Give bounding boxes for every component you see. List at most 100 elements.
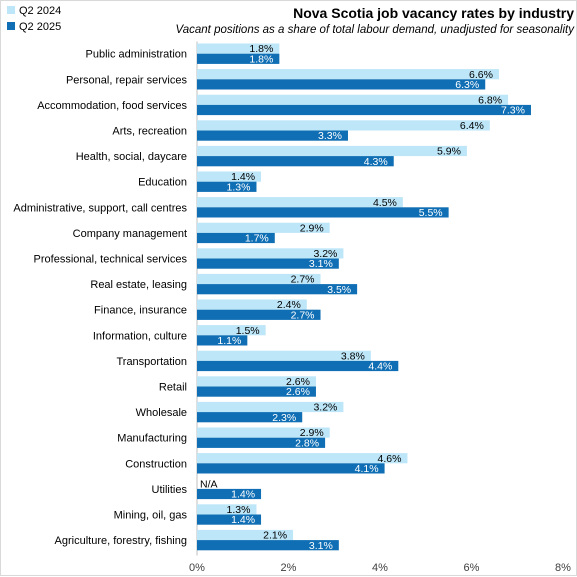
x-tick-label: 2% [281, 562, 297, 574]
data-label-q2-2025: 1.4% [231, 489, 255, 501]
category-accommodation-food-services: Accommodation, food services 6.8%7.3% [37, 94, 531, 117]
category-transportation: Transportation 3.8%4.4% [116, 350, 399, 373]
category-mining-oil-gas: Mining, oil, gas 1.3%1.4% [114, 504, 262, 526]
category-label: Information, culture [93, 330, 187, 342]
category-label: Construction [125, 458, 187, 470]
legend: Q2 2024 Q2 2025 [7, 5, 61, 33]
category-label: Accommodation, food services [37, 100, 187, 112]
bar-q2-2025 [197, 412, 303, 423]
data-label-q2-2025: 2.3% [272, 412, 296, 424]
legend-swatch-q2-2025 [7, 22, 15, 30]
bar-q2-2024 [197, 350, 371, 361]
bars-group: Public administration 1.8%1.8% Personal, r… [13, 43, 531, 552]
data-label-q2-2025: 2.8% [295, 437, 319, 449]
data-label-q2-2025: 1.4% [231, 514, 255, 526]
category-information-culture: Information, culture 1.5%1.1% [93, 325, 266, 347]
bar-q2-2025 [197, 335, 248, 346]
chart-subtitle: Vacant positions as a share of total lab… [176, 24, 576, 36]
category-label: Professional, technical services [34, 254, 188, 266]
data-label-q2-2024: 4.5% [373, 197, 397, 209]
category-label: Retail [159, 382, 187, 394]
data-label-q2-2024: 6.6% [469, 69, 493, 81]
category-label: Administrative, support, call centres [13, 202, 187, 214]
data-label-q2-2025: 1.7% [245, 233, 269, 245]
chart-title: Nova Scotia job vacancy rates by industr… [293, 5, 574, 21]
x-tick-label: 0% [189, 562, 205, 574]
legend-label-q2-2024: Q2 2024 [19, 5, 61, 17]
bar-q2-2025 [197, 386, 316, 397]
data-label-q2-2024: 6.4% [460, 120, 484, 132]
bar-q2-2024 [197, 197, 403, 208]
bar-q2-2024 [197, 171, 262, 182]
bar-q2-2024 [197, 145, 467, 157]
data-label-q2-2025: 4.1% [355, 463, 379, 475]
data-label-q2-2025: 3.3% [318, 130, 342, 142]
category-label: Real estate, leasing [90, 279, 187, 291]
category-real-estate-leasing: Real estate, leasing 2.7% 3.5% [90, 273, 358, 296]
category-label: Mining, oil, gas [114, 510, 188, 522]
data-label-q2-2024: 3.2% [313, 402, 337, 414]
legend-swatch-q2-2024 [7, 6, 15, 14]
bar-q2-2024 [197, 401, 344, 413]
category-manufacturing: Manufacturing 2.9%2.8% [117, 427, 330, 449]
bar-q2-2025 [197, 309, 321, 320]
bar-q2-2024 [197, 94, 509, 105]
bar-q2-2025 [197, 79, 486, 90]
data-label-q2-2025: 1.3% [227, 181, 251, 193]
data-label-q2-2025: 6.3% [455, 79, 479, 91]
category-public-administration: Public administration 1.8%1.8% [86, 43, 280, 65]
category-health-social-daycare: Health, social, daycare 5.9% 4.3% [76, 146, 467, 168]
category-label: Utilities [152, 484, 188, 496]
category-label: Education [138, 177, 187, 189]
data-label-q2-2024: 6.8% [478, 94, 502, 106]
bar-q2-2025 [197, 232, 275, 244]
bar-q2-2025 [197, 540, 339, 551]
bar-q2-2024 [197, 376, 316, 387]
category-arts-recreation: Arts, recreation 6.4% 3.3% [112, 120, 490, 142]
data-label-q2-2024: 1.8% [249, 43, 273, 55]
data-label-q2-2024: 3.8% [341, 350, 365, 362]
x-tick-label: 8% [555, 562, 571, 574]
data-label-q2-2024: 2.1% [263, 530, 287, 542]
category-finance-insurance: Finance, insurance 2.4%2.7% [94, 299, 321, 321]
data-label-q2-2024: 2.4% [277, 299, 301, 311]
data-label-q2-2024: 3.2% [313, 248, 337, 260]
category-retail: Retail 2.6%2.6% [159, 376, 316, 398]
bar-q2-2024 [197, 273, 321, 285]
bar-q2-2024 [197, 325, 266, 336]
data-label-q2-2024: N/A [200, 478, 218, 490]
bar-q2-2025 [197, 437, 326, 448]
category-label: Finance, insurance [94, 305, 187, 317]
bar-q2-2024 [197, 299, 307, 310]
bar-q2-2024 [197, 43, 280, 54]
bar-q2-2025 [197, 463, 385, 474]
data-label-q2-2025: 7.3% [501, 105, 525, 117]
category-company-management: Company management 2.9% 1.7% [73, 222, 330, 245]
data-label-q2-2024: 4.6% [378, 453, 402, 465]
bar-q2-2025 [197, 104, 531, 116]
data-label-q2-2024: 5.9% [437, 146, 461, 158]
category-label: Wholesale [136, 407, 187, 419]
data-label-q2-2024: 1.4% [231, 171, 255, 183]
bar-q2-2025 [197, 284, 358, 295]
bar-q2-2024 [197, 504, 257, 515]
category-label: Company management [73, 228, 187, 240]
data-label-q2-2024: 2.9% [300, 222, 324, 234]
bar-q2-2024 [197, 453, 408, 464]
data-label-q2-2024: 2.6% [286, 376, 310, 388]
data-label-q2-2024: 1.5% [236, 325, 260, 337]
category-education: Education 1.4%1.3% [138, 171, 262, 193]
data-label-q2-2025: 3.1% [309, 258, 333, 270]
data-label-q2-2025: 3.5% [327, 284, 351, 296]
bar-q2-2024 [197, 120, 490, 131]
bar-q2-2025 [197, 156, 394, 167]
bar-q2-2024 [197, 248, 344, 259]
category-personal-repair-services: Personal, repair services 6.6%6.3% [66, 69, 499, 91]
category-label: Arts, recreation [112, 126, 187, 138]
bar-q2-2025 [197, 514, 262, 525]
bar-q2-2025 [197, 130, 348, 141]
data-label-q2-2025: 1.1% [217, 335, 241, 347]
bar-q2-2025 [197, 181, 257, 192]
bar-q2-2025 [197, 207, 449, 218]
